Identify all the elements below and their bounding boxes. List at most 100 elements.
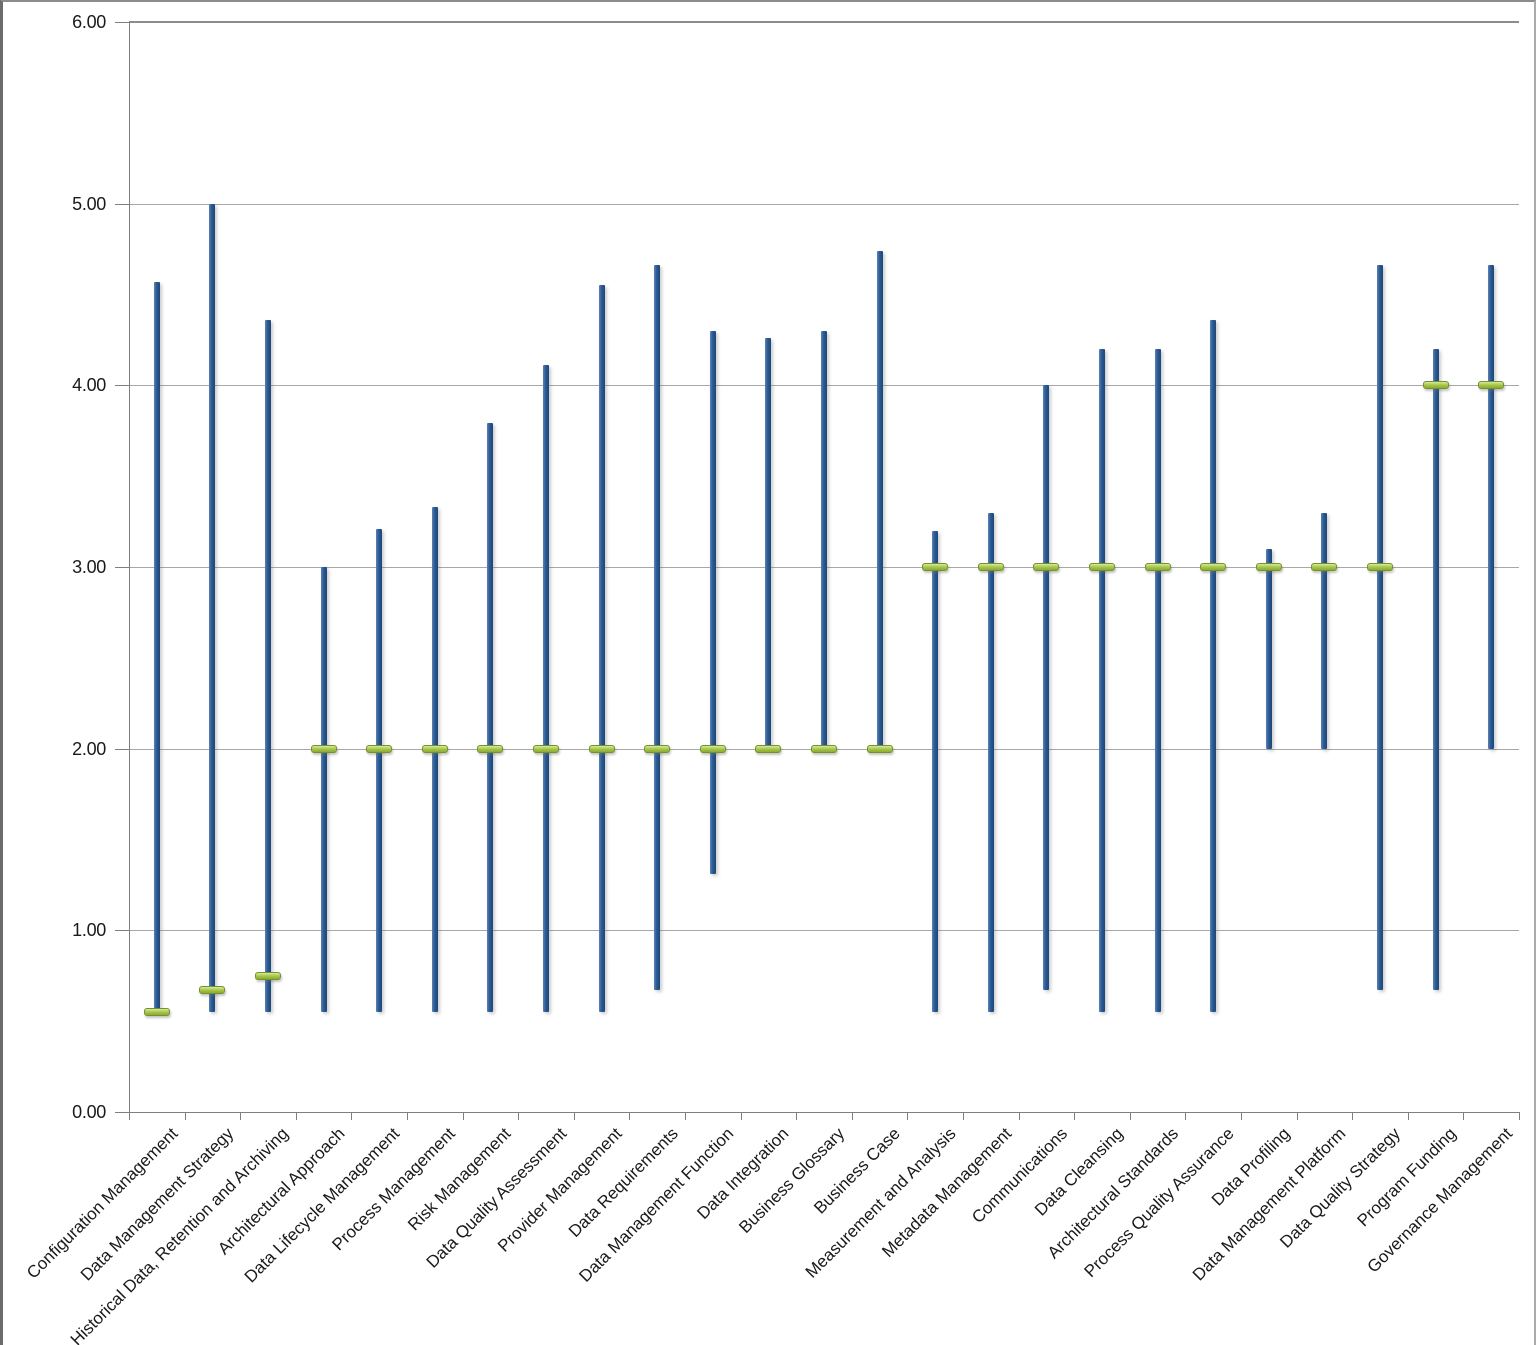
range-bar: [821, 330, 827, 749]
marker-dash: [1200, 563, 1227, 571]
marker-dash: [811, 744, 837, 753]
y-axis-tick: [115, 1112, 129, 1113]
x-axis-tick: [629, 1112, 631, 1120]
range-bar: [1154, 349, 1161, 1013]
x-axis-tick: [518, 1112, 520, 1120]
range-bar: [876, 250, 883, 749]
x-axis-label: Risk Management: [404, 1124, 515, 1235]
marker-dash: [477, 744, 504, 753]
x-axis-tick: [907, 1112, 909, 1120]
gridline: [129, 21, 1519, 23]
marker-dash: [866, 744, 893, 753]
marker-dash: [922, 563, 949, 571]
y-axis-tick-label: 1.00: [72, 920, 106, 941]
y-axis-tick: [115, 567, 129, 568]
range-bar: [765, 338, 772, 749]
range-bar: [1321, 512, 1328, 749]
gridline: [129, 203, 1519, 205]
range-bar: [1432, 349, 1439, 991]
x-axis-tick: [407, 1112, 408, 1120]
x-axis-tick: [1407, 1112, 1409, 1120]
range-bar: [487, 423, 494, 1013]
range-bar: [265, 319, 271, 1013]
x-axis-tick: [1185, 1112, 1187, 1120]
x-axis-tick: [1296, 1112, 1298, 1120]
range-bar: [654, 265, 661, 991]
y-axis-tick-label: 0.00: [72, 1102, 106, 1122]
x-axis-tick: [796, 1112, 798, 1120]
x-axis-tick: [1519, 1112, 1520, 1120]
range-bar: [376, 528, 383, 1013]
range-bar: [543, 365, 549, 1013]
marker-dash: [1367, 563, 1393, 571]
range-bar: [1210, 319, 1217, 1013]
marker-dash: [1089, 563, 1115, 571]
x-axis-tick: [1463, 1112, 1465, 1120]
y-axis-tick: [115, 748, 129, 750]
marker-dash: [366, 744, 393, 753]
marker-dash: [255, 971, 281, 980]
range-bar: [1043, 385, 1050, 991]
range-bar: [598, 285, 605, 1013]
gridline: [129, 1112, 1519, 1113]
range-bar: [709, 330, 716, 874]
range-bar: [1488, 265, 1495, 749]
x-axis-tick: [1352, 1112, 1354, 1120]
y-axis-tick-label: 6.00: [72, 12, 106, 32]
range-bar: [431, 507, 438, 1013]
x-axis-tick: [1241, 1112, 1242, 1120]
range-bar: [1265, 548, 1272, 749]
y-axis-tick-label: 2.00: [72, 738, 106, 759]
y-axis-tick: [115, 22, 129, 23]
marker-dash: [699, 744, 726, 753]
y-axis-line: [129, 22, 130, 1120]
marker-dash: [1255, 563, 1282, 571]
x-axis-tick: [295, 1112, 297, 1120]
range-bar: [153, 281, 160, 1013]
marker-dash: [421, 744, 448, 753]
y-axis-tick: [115, 203, 129, 205]
marker-dash: [1033, 563, 1060, 571]
marker-dash: [644, 744, 671, 753]
x-axis-label: Business Glossary: [735, 1124, 849, 1237]
marker-dash: [310, 744, 337, 753]
marker-dash: [199, 986, 226, 995]
marker-dash: [977, 563, 1004, 571]
marker-dash: [1311, 563, 1338, 571]
range-bar: [209, 203, 216, 1013]
marker-dash: [755, 744, 782, 753]
x-axis-tick: [573, 1112, 575, 1120]
range-bar: [1377, 265, 1383, 991]
x-axis-label: Communications: [967, 1124, 1071, 1227]
range-bar: [932, 530, 939, 1013]
x-axis-tick: [1018, 1112, 1020, 1120]
y-axis-tick: [115, 930, 129, 932]
y-axis-tick-label: 5.00: [72, 193, 106, 214]
x-axis-label: Program Funding: [1353, 1124, 1461, 1231]
x-axis-tick: [740, 1112, 742, 1120]
y-axis-tick: [115, 385, 129, 387]
marker-dash: [1422, 381, 1449, 390]
marker-dash: [588, 744, 615, 753]
y-axis-tick-label: 3.00: [72, 557, 106, 577]
marker-dash: [1478, 381, 1505, 390]
x-axis-tick: [462, 1112, 464, 1120]
gridline: [129, 930, 1519, 932]
x-axis-tick: [851, 1112, 853, 1120]
range-bar: [320, 567, 327, 1013]
range-bar: [987, 512, 994, 1013]
x-axis-tick: [184, 1112, 186, 1120]
x-axis-label: Historical Data, Retention and Archiving: [67, 1124, 293, 1345]
x-axis-tick: [240, 1112, 242, 1120]
x-axis-tick: [1129, 1112, 1131, 1120]
x-axis-tick: [1074, 1112, 1076, 1120]
x-axis-tick: [963, 1112, 964, 1120]
marker-dash: [533, 744, 559, 753]
marker-dash: [143, 1008, 170, 1017]
marker-dash: [1144, 563, 1171, 571]
y-axis-tick-label: 4.00: [72, 375, 106, 396]
x-axis-tick: [351, 1112, 353, 1120]
x-axis-tick: [685, 1112, 686, 1120]
range-bar: [1099, 349, 1105, 1013]
